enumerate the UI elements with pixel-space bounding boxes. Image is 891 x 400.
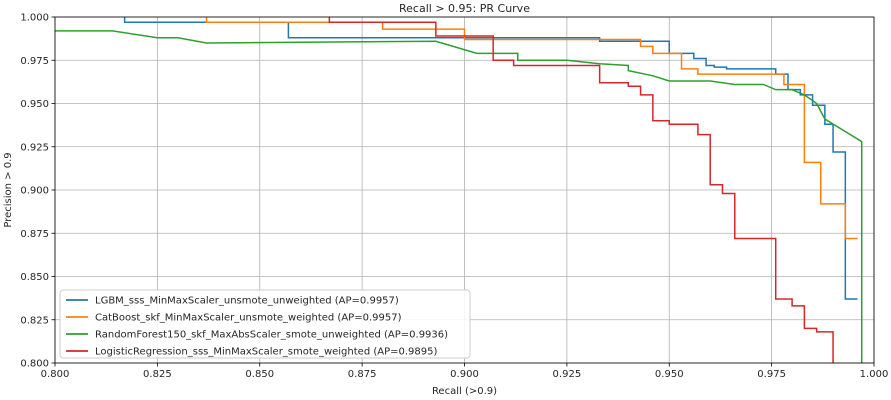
y-tick-label: 0.875	[20, 229, 49, 240]
y-tick-label: 0.800	[20, 359, 49, 370]
x-axis-label: Recall (>0.9)	[432, 386, 497, 397]
x-tick-label: 0.900	[450, 369, 479, 380]
y-tick-label: 0.825	[20, 315, 49, 326]
legend-label-3: LogisticRegression_sss_MinMaxScaler_smot…	[95, 347, 437, 358]
series-line-1	[205, 17, 858, 240]
x-tick-label: 0.975	[757, 369, 786, 380]
y-tick-label: 0.950	[20, 99, 49, 110]
legend-label-1: CatBoost_skf_MinMaxScaler_unsmote_weight…	[95, 313, 402, 324]
legend-label-2: RandomForest150_skf_MaxAbsScaler_smote_u…	[95, 330, 448, 341]
chart-title: Recall > 0.95: PR Curve	[399, 2, 530, 15]
axis-ticks: 0.800 0.825 0.850 0.875 0.900 0.925 0.950 0.975…	[20, 13, 888, 381]
y-tick-label: 0.900	[20, 186, 49, 197]
x-tick-label: 1.000	[860, 369, 889, 380]
y-tick-label: 1.000	[20, 13, 49, 24]
y-tick-label: 0.925	[20, 142, 49, 153]
y-tick-label: 0.975	[20, 56, 49, 67]
y-axis-label: Precision > 0.9	[3, 152, 14, 227]
series-line-2	[55, 30, 863, 363]
legend-box	[59, 289, 471, 359]
y-tick-label: 0.850	[20, 272, 49, 283]
legend: LGBM_sss_MinMaxScaler_unsmote_unweighted…	[59, 289, 471, 359]
x-tick-label: 0.800	[41, 369, 70, 380]
series-line-0	[123, 17, 858, 300]
legend-label-0: LGBM_sss_MinMaxScaler_unsmote_unweighted…	[95, 296, 399, 307]
x-tick-label: 0.875	[348, 369, 377, 380]
x-tick-label: 0.950	[655, 369, 684, 380]
series-lines	[55, 17, 863, 363]
series-line-3	[328, 17, 834, 363]
x-tick-label: 0.825	[143, 369, 172, 380]
x-tick-label: 0.850	[245, 369, 274, 380]
x-tick-label: 0.925	[553, 369, 582, 380]
